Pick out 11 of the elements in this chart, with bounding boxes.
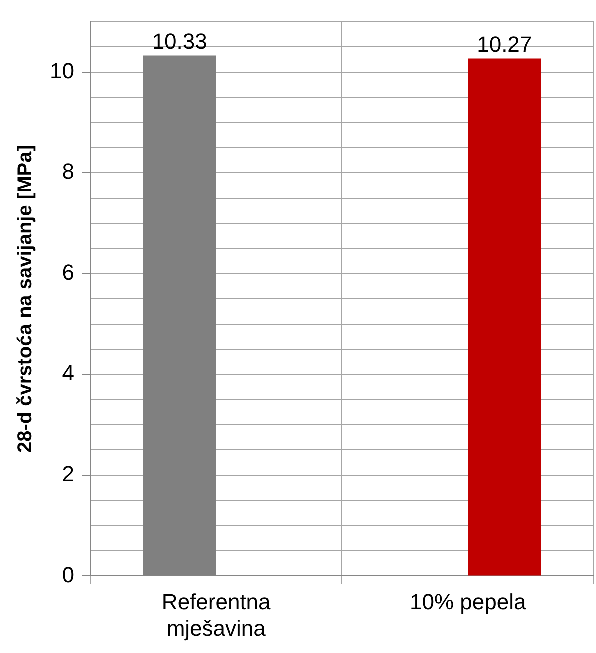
y-tick-label: 4 [62, 360, 74, 386]
x-tick-label: 10% pepela [410, 589, 527, 614]
y-tick-label: 6 [62, 260, 74, 285]
y-tick-label: 0 [62, 562, 74, 588]
x-tick-label: Referentna mješavina [162, 589, 272, 641]
y-axis-title: 28-d čvrstoća na savijanje [MPa] [14, 145, 37, 454]
y-tick-label: 8 [62, 159, 74, 184]
data-label: 10.27 [477, 32, 532, 57]
y-tick-label: 10 [50, 58, 74, 84]
y-tick-label: 2 [62, 462, 74, 486]
data-label: 10.33 [152, 28, 208, 54]
